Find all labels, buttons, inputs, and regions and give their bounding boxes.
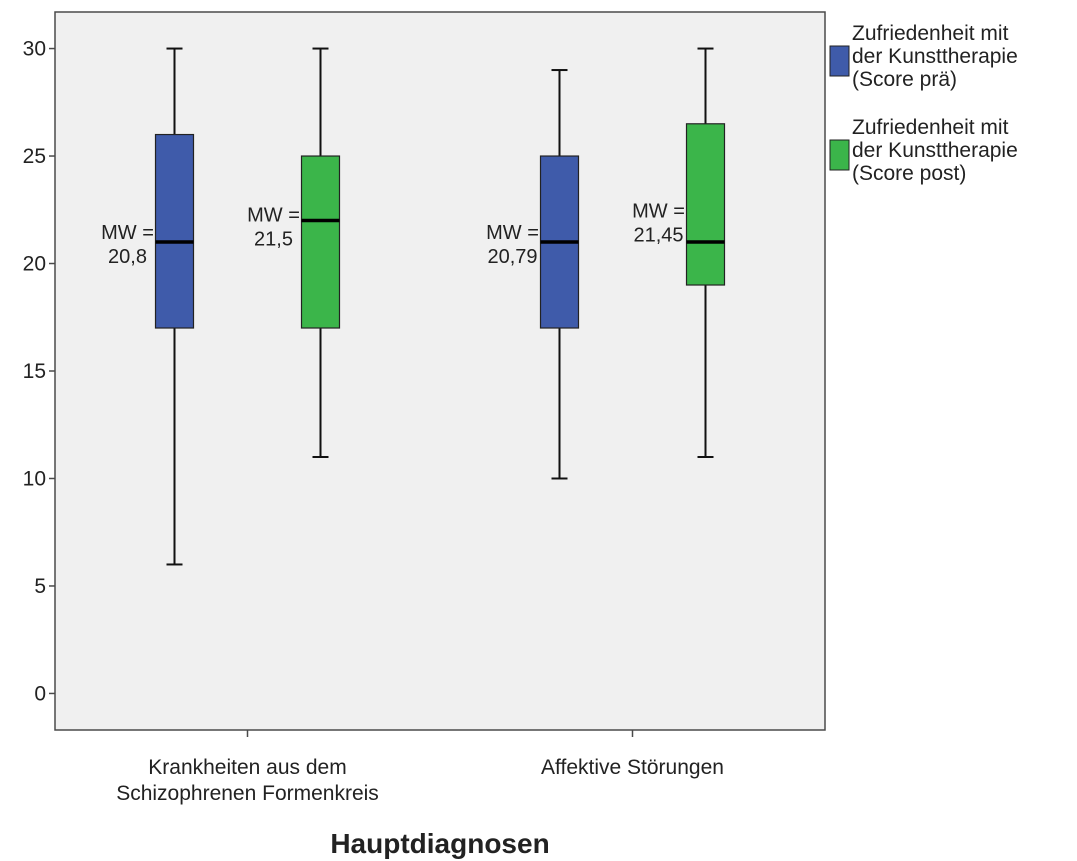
legend-label-line: der Kunsttherapie bbox=[852, 139, 1018, 162]
x-tick-label: Affektive Störungen bbox=[541, 756, 724, 779]
legend-label-line: (Score prä) bbox=[852, 68, 957, 91]
legend: Zufriedenheit mit der Kunsttherapie (Score… bbox=[829, 22, 1018, 185]
legend-label: Zufriedenheit mit der Kunsttherapie (Score… bbox=[852, 22, 1018, 91]
x-tick-label-line: Schizophrenen Formenkreis bbox=[116, 782, 379, 805]
legend-label-line: Zufriedenheit mit bbox=[852, 22, 1009, 45]
y-tick-label: 5 bbox=[34, 575, 46, 598]
box-iqr bbox=[300, 155, 341, 329]
box-group bbox=[154, 47, 195, 566]
box-iqr bbox=[685, 123, 726, 286]
y-axis: 0 5 10 15 20 25 30 bbox=[23, 38, 55, 705]
mean-annotation-line: MW = bbox=[247, 205, 300, 227]
x-tick-label-line: Affektive Störungen bbox=[541, 756, 724, 779]
mean-annotation-line: 20,8 bbox=[108, 246, 147, 268]
mean-annotation-line: 21,45 bbox=[633, 224, 683, 246]
legend-label: Zufriedenheit mit der Kunsttherapie (Score… bbox=[852, 116, 1018, 185]
plot-area bbox=[54, 11, 826, 731]
mean-annotation: MW = 20,79 bbox=[486, 222, 539, 268]
legend-swatch bbox=[829, 139, 850, 171]
box-group bbox=[300, 47, 341, 458]
mean-annotation-line: 20,79 bbox=[487, 246, 537, 268]
y-tick-label: 0 bbox=[34, 682, 46, 705]
mean-annotation-line: MW = bbox=[632, 200, 685, 222]
mean-annotation-line: 21,5 bbox=[254, 229, 293, 251]
boxplot-series bbox=[154, 47, 726, 566]
x-tick-label: Krankheiten aus dem Schizophrenen Formenk… bbox=[116, 756, 379, 805]
box-group bbox=[685, 47, 726, 458]
y-tick-label: 30 bbox=[23, 38, 46, 61]
mean-annotation: MW = 20,8 bbox=[101, 222, 154, 268]
x-tick-label-line: Krankheiten aus dem bbox=[148, 756, 346, 779]
legend-label-line: (Score post) bbox=[852, 162, 966, 185]
legend-swatch bbox=[829, 45, 850, 77]
legend-label-line: der Kunsttherapie bbox=[852, 45, 1018, 68]
box-group bbox=[539, 69, 580, 480]
y-tick-label: 20 bbox=[23, 253, 46, 276]
mean-annotation-line: MW = bbox=[101, 222, 154, 244]
y-tick-label: 10 bbox=[23, 467, 46, 490]
legend-label-line: Zufriedenheit mit bbox=[852, 116, 1009, 139]
x-axis-title: Hauptdiagnosen bbox=[330, 828, 549, 859]
mean-annotation: MW = 21,45 bbox=[632, 200, 685, 246]
mean-annotation: MW = 21,5 bbox=[247, 205, 300, 251]
mean-annotation-line: MW = bbox=[486, 222, 539, 244]
x-axis: Krankheiten aus dem Schizophrenen Formenk… bbox=[116, 730, 724, 805]
y-tick-label: 15 bbox=[23, 360, 46, 383]
box-iqr bbox=[154, 133, 195, 329]
y-tick-label: 25 bbox=[23, 145, 46, 168]
